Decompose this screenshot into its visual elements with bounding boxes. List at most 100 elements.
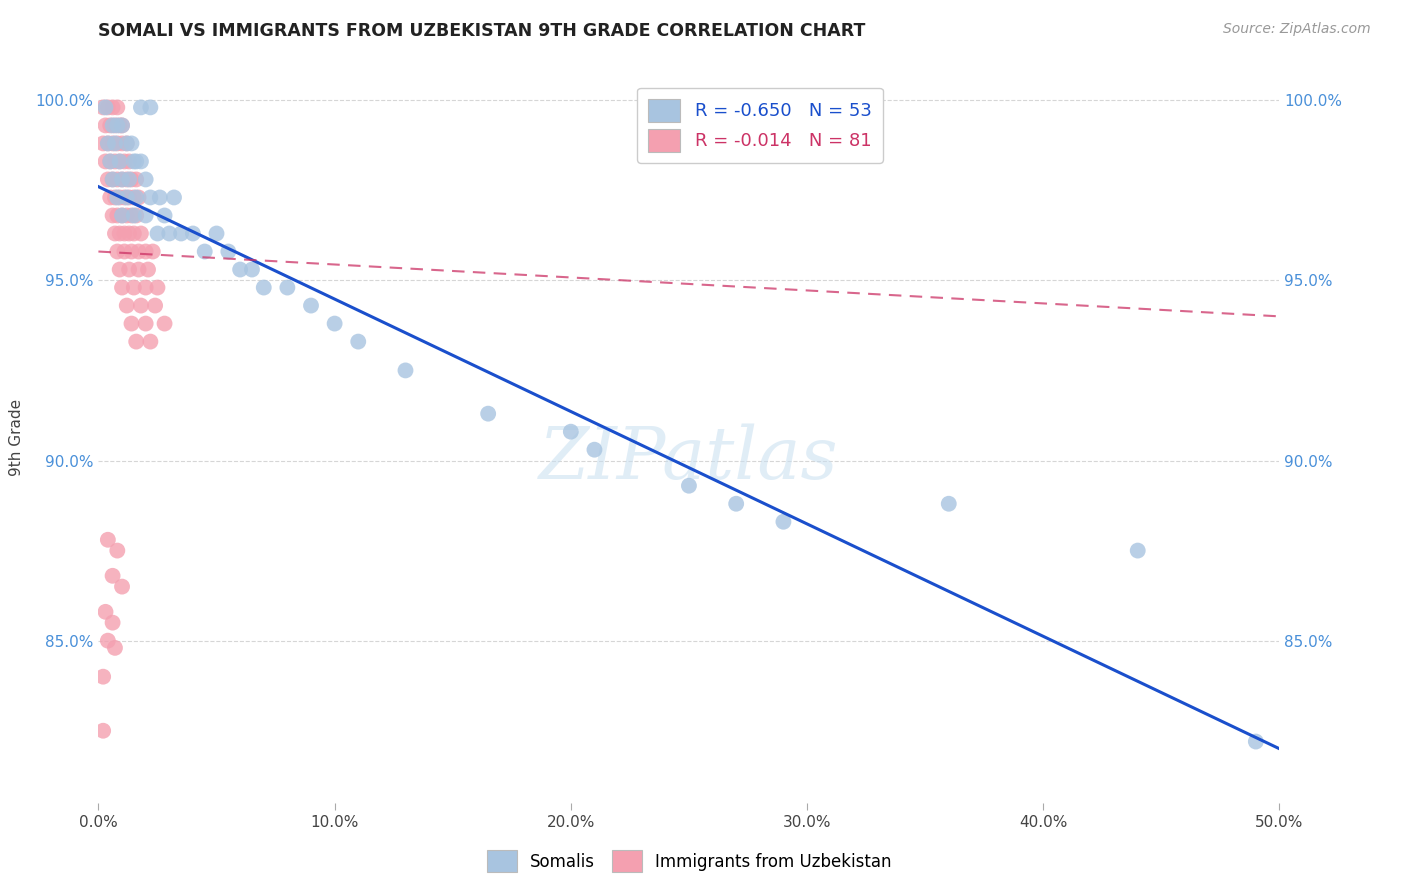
Point (91, 670, 114, 684)
Point (1126, 543, 1149, 558)
Point (118, 190, 141, 204)
Point (104, 190, 127, 204)
Point (111, 119, 134, 133)
Point (170, 227, 193, 241)
Point (149, 190, 172, 204)
Point (583, 442, 606, 457)
Point (136, 262, 159, 277)
Point (105, 190, 128, 204)
Point (253, 280, 276, 294)
Point (101, 119, 124, 133)
Text: SOMALI VS IMMIGRANTS FROM UZBEKISTAN 9TH GRADE CORRELATION CHART: SOMALI VS IMMIGRANTS FROM UZBEKISTAN 9TH… (98, 22, 866, 40)
Point (97, 136, 120, 151)
Point (121, 172, 143, 186)
Point (111, 580, 134, 594)
Point (121, 136, 143, 151)
Point (118, 262, 141, 277)
Point (153, 209, 176, 223)
Point (229, 262, 252, 277)
Point (115, 299, 138, 313)
Point (477, 407, 499, 421)
Point (112, 154, 135, 169)
Point (94, 100, 117, 114)
Point (129, 100, 152, 114)
Point (108, 154, 131, 169)
Point (135, 172, 157, 186)
Point (181, 227, 204, 241)
Point (105, 172, 128, 186)
Point (111, 172, 134, 186)
Point (146, 280, 169, 294)
Point (105, 543, 128, 558)
Point (91, 100, 114, 114)
Point (104, 154, 127, 169)
Point (112, 190, 135, 204)
Point (101, 209, 124, 223)
Point (97, 533, 120, 547)
Point (108, 227, 131, 241)
Point (115, 209, 138, 223)
Point (101, 172, 124, 186)
Point (91, 136, 114, 151)
Point (122, 227, 145, 241)
Point (105, 119, 128, 133)
Point (101, 569, 124, 583)
Point (139, 100, 162, 114)
Point (111, 280, 134, 294)
Point (112, 244, 135, 259)
Point (125, 190, 148, 204)
Y-axis label: 9th Grade: 9th Grade (10, 399, 24, 475)
Point (394, 363, 416, 377)
Point (108, 119, 131, 133)
Point (938, 497, 960, 511)
Point (678, 479, 700, 493)
Point (97, 136, 120, 151)
Point (104, 136, 127, 151)
Point (118, 154, 141, 169)
Legend: Somalis, Immigrants from Uzbekistan: Somalis, Immigrants from Uzbekistan (479, 844, 898, 879)
Point (128, 190, 150, 204)
Point (104, 640, 127, 655)
Point (115, 172, 138, 186)
Point (725, 497, 748, 511)
Point (153, 317, 176, 331)
Point (111, 209, 134, 223)
Point (121, 317, 143, 331)
Point (1244, 734, 1267, 748)
Point (135, 317, 157, 331)
Point (347, 334, 370, 349)
Point (91, 723, 114, 738)
Point (128, 244, 150, 259)
Point (94, 119, 117, 133)
Point (105, 209, 128, 223)
Point (105, 136, 128, 151)
Point (125, 334, 148, 349)
Point (98, 154, 121, 169)
Point (121, 244, 143, 259)
Point (125, 154, 148, 169)
Point (129, 154, 152, 169)
Point (135, 244, 157, 259)
Point (101, 100, 124, 114)
Point (101, 136, 124, 151)
Point (122, 154, 145, 169)
Point (111, 172, 134, 186)
Point (323, 317, 346, 331)
Point (163, 190, 186, 204)
Point (101, 172, 124, 186)
Point (111, 119, 134, 133)
Point (142, 244, 165, 259)
Point (97, 172, 120, 186)
Point (276, 280, 298, 294)
Point (118, 172, 141, 186)
Text: ZIPatlas: ZIPatlas (538, 424, 839, 494)
Point (101, 615, 124, 630)
Point (299, 299, 322, 313)
Point (128, 262, 150, 277)
Point (111, 136, 134, 151)
Point (108, 154, 131, 169)
Point (129, 227, 152, 241)
Point (118, 227, 141, 241)
Point (104, 119, 127, 133)
Point (146, 227, 169, 241)
